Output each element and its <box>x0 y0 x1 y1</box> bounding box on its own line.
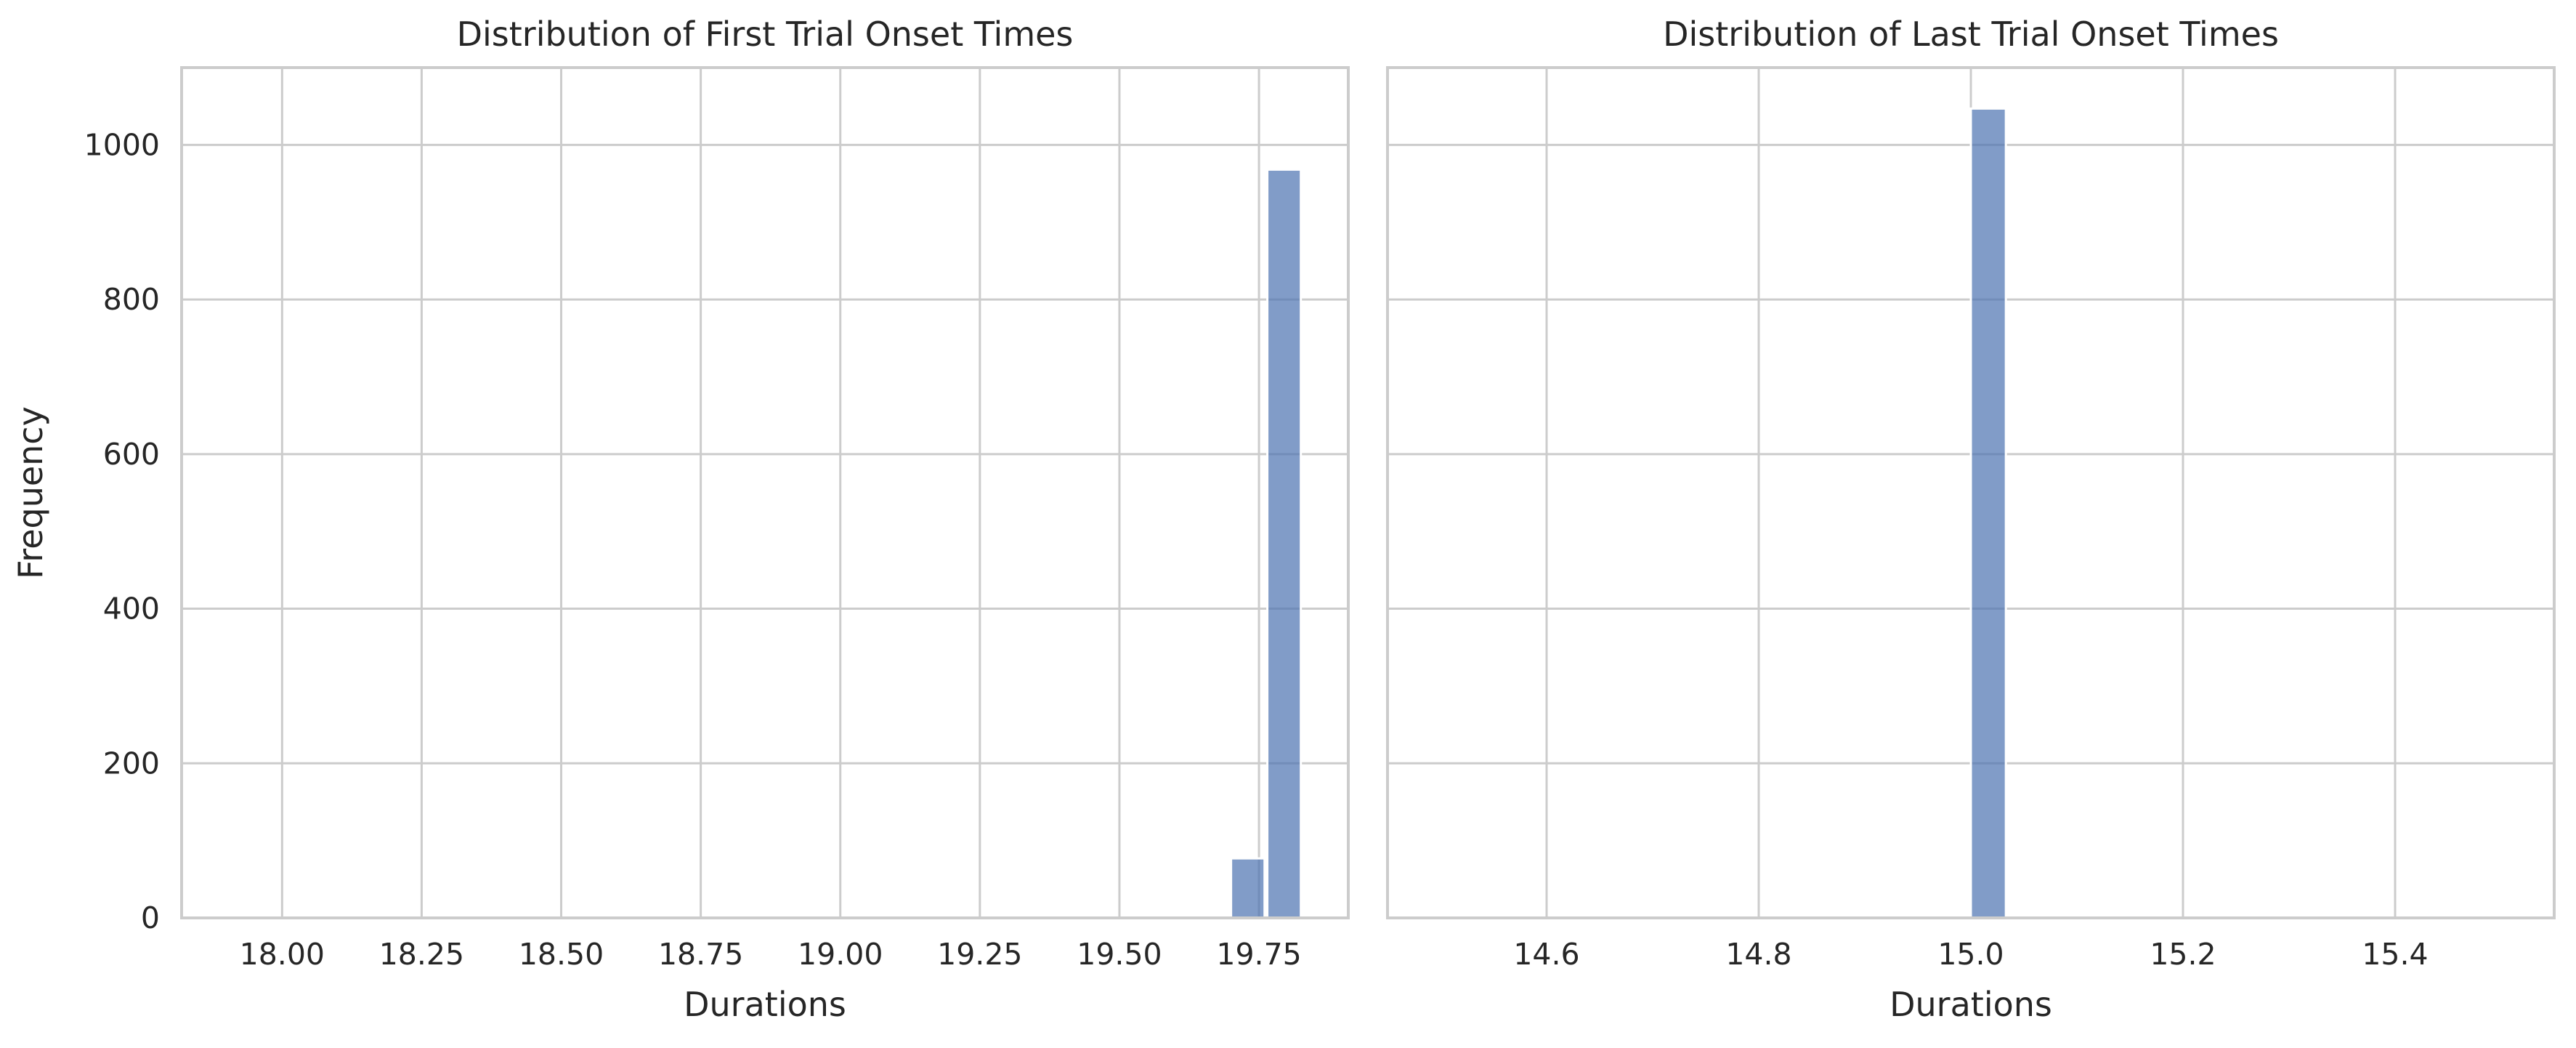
x-tick-label: 15.0 <box>1937 937 2004 972</box>
chart-title: Distribution of First Trial Onset Times <box>457 15 1074 54</box>
y-tick-label: 0 <box>141 900 160 935</box>
x-tick-label: 19.50 <box>1077 937 1162 972</box>
x-tick-label: 15.4 <box>2362 937 2428 972</box>
chart-title: Distribution of Last Trial Onset Times <box>1663 15 2279 54</box>
y-tick-label: 400 <box>103 592 160 626</box>
x-tick-label: 19.00 <box>798 937 883 972</box>
x-tick-label: 15.2 <box>2150 937 2216 972</box>
histogram-bar <box>1266 168 1303 919</box>
plot-frame <box>1386 66 2556 919</box>
x-tick-label: 18.75 <box>658 937 743 972</box>
y-tick-label: 600 <box>103 437 160 472</box>
y-axis-label: Frequency <box>11 406 50 579</box>
x-tick-label: 18.00 <box>240 937 325 972</box>
x-tick-label: 19.25 <box>937 937 1022 972</box>
x-tick-label: 18.25 <box>379 937 464 972</box>
histogram-bar <box>1969 107 2007 919</box>
last-trial-panel: Distribution of Last Trial Onset Times 14… <box>1386 15 2556 1024</box>
x-tick-label: 14.8 <box>1725 937 1791 972</box>
y-tick-label: 800 <box>103 282 160 317</box>
x-tick-label: 14.6 <box>1513 937 1579 972</box>
y-tick-label: 200 <box>103 746 160 781</box>
x-axis-label: Durations <box>684 985 846 1024</box>
plot-frame <box>180 66 1350 919</box>
x-tick-label: 19.75 <box>1216 937 1301 972</box>
x-tick-label: 18.50 <box>519 937 604 972</box>
y-tick-label: 1000 <box>84 127 160 162</box>
x-axis-label: Durations <box>1890 985 2052 1024</box>
histogram-bar <box>1230 857 1266 919</box>
first-trial-panel: Distribution of First Trial Onset Times 1… <box>11 15 1350 1024</box>
